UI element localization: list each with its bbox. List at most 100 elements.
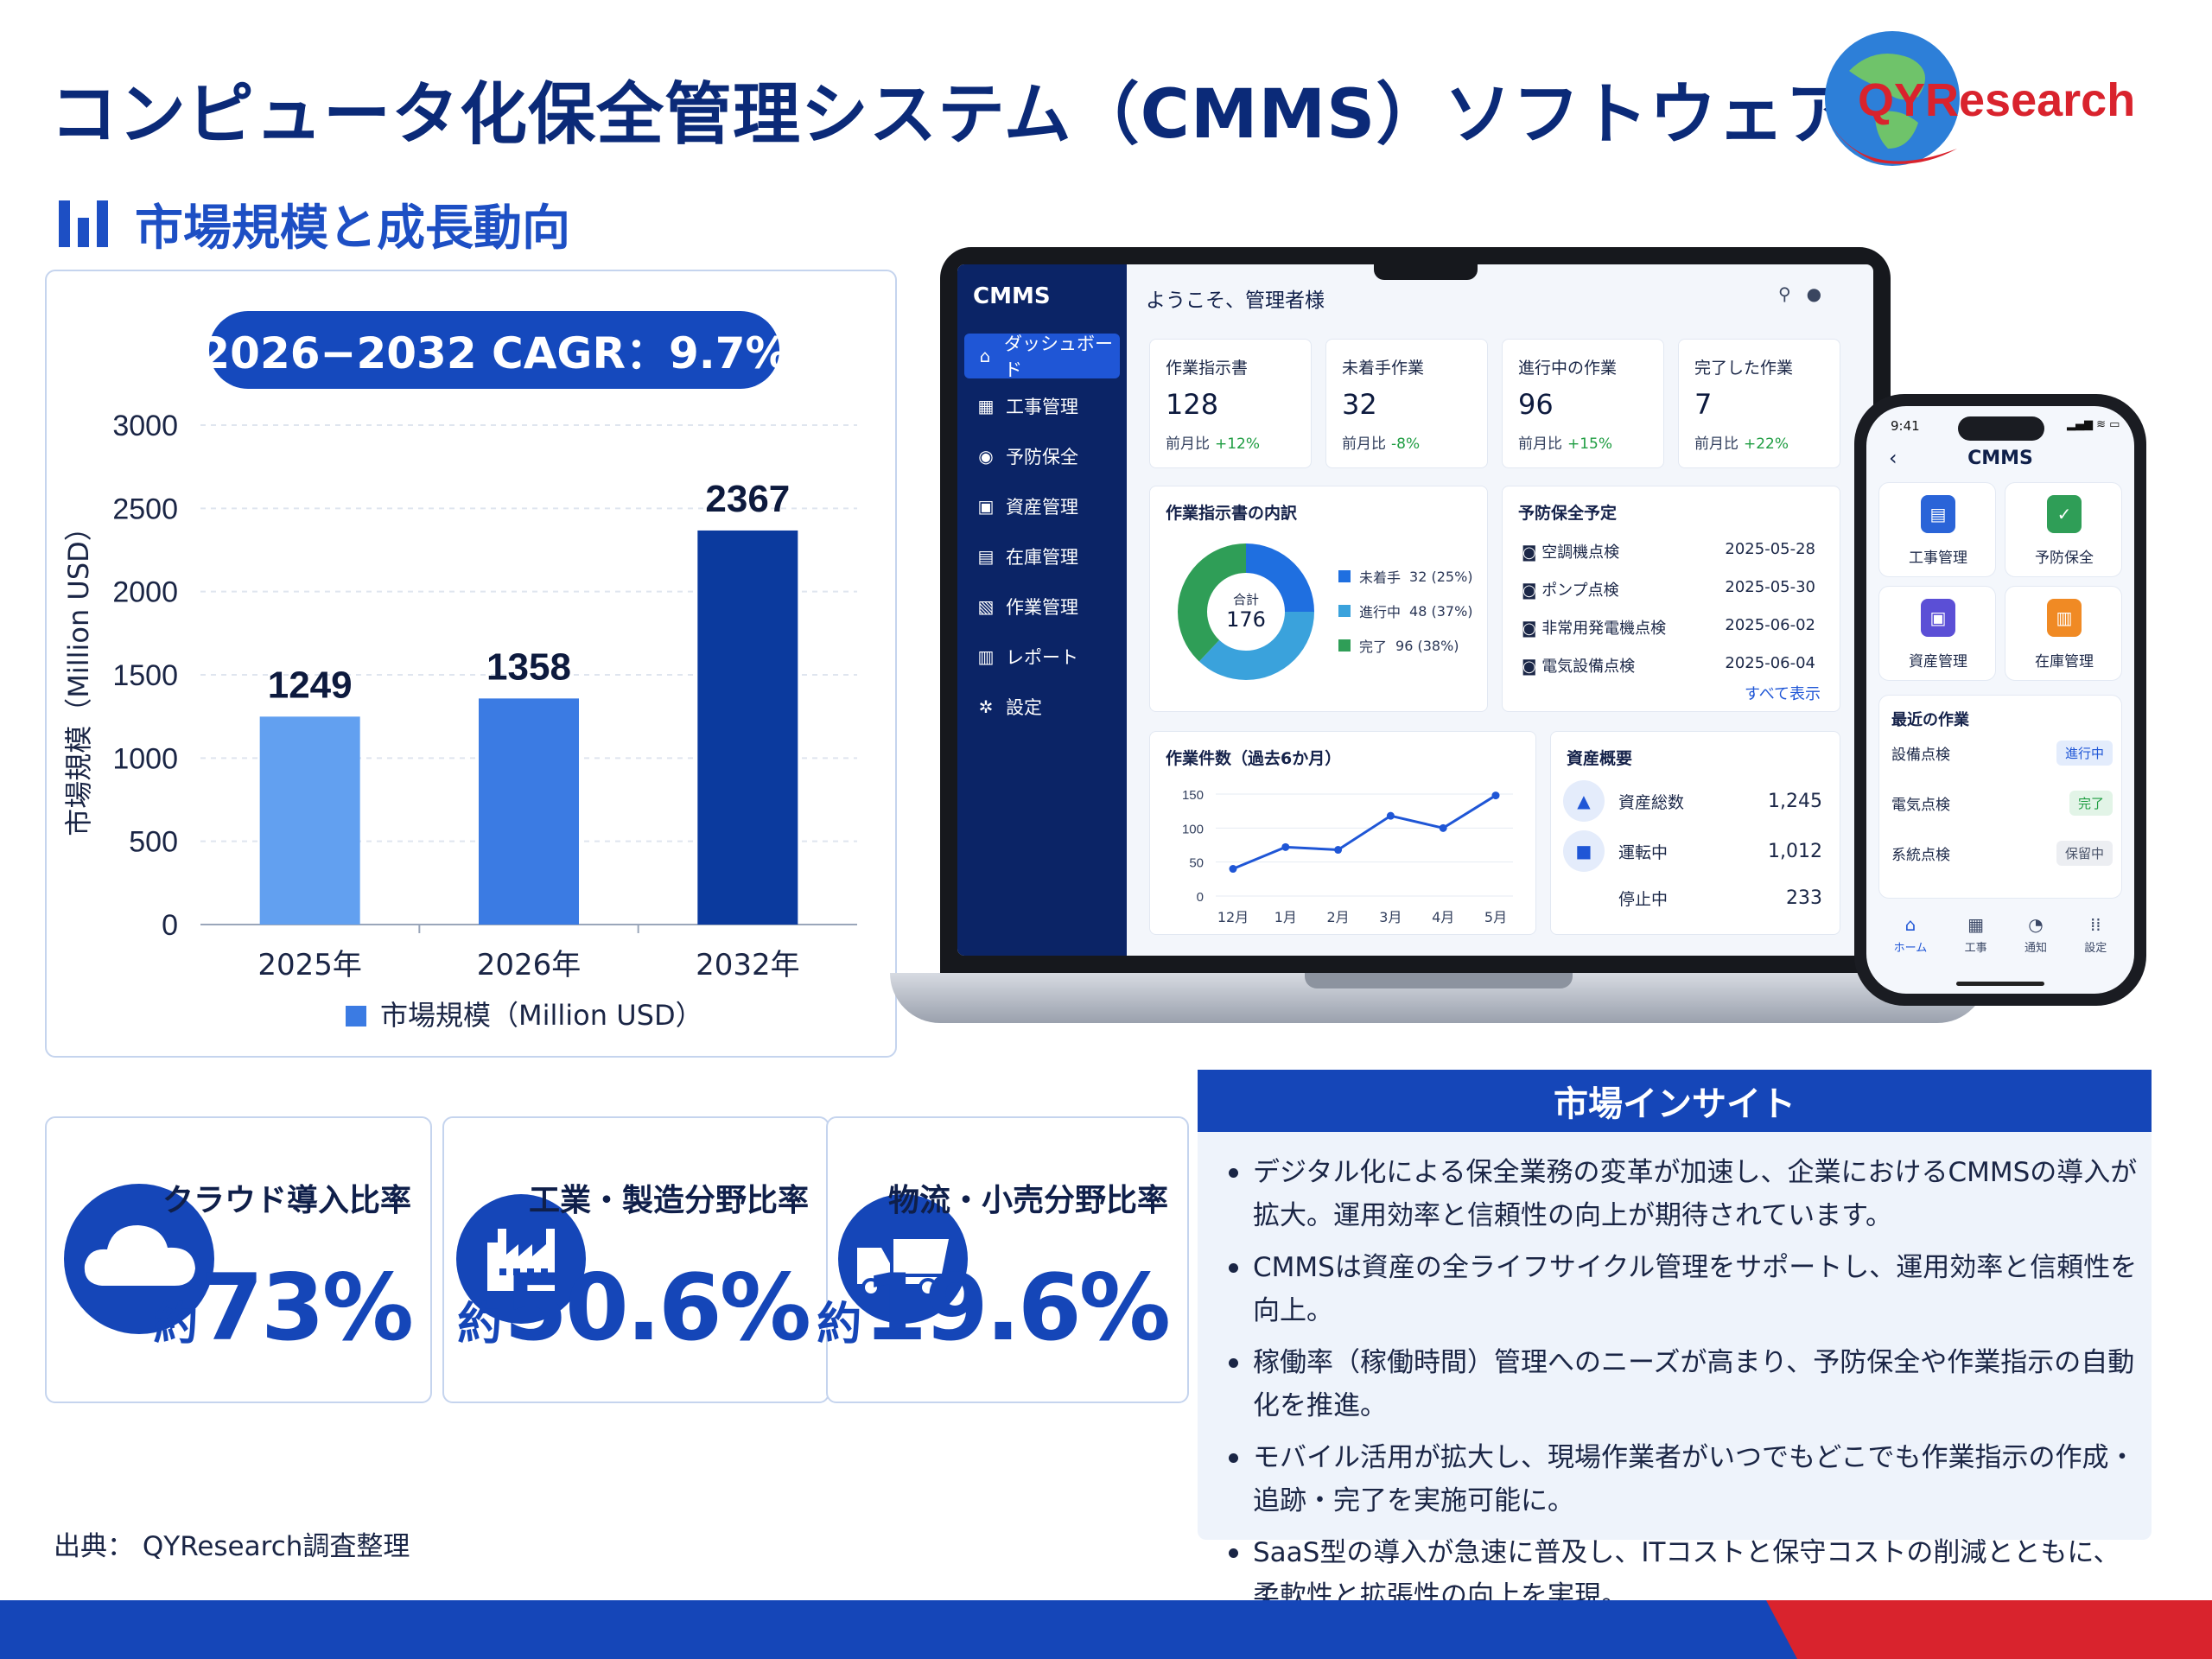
tab-home[interactable]: ⌂ ホーム: [1893, 914, 1928, 955]
y-axis-label: 市場規模（Million USD）: [62, 513, 95, 836]
insight-item: モバイル活用が拡大し、現場作業者がいつでもどこでも作業指示の作成・追跡・完了を実…: [1225, 1436, 2141, 1522]
tile-construction[interactable]: ▤ 工事管理: [1878, 482, 1996, 577]
insights-panel: [1198, 1070, 2152, 1540]
factory-icon: [456, 1194, 586, 1324]
clipboard-gear-icon: ▤: [1921, 495, 1955, 533]
x-tick-label: 2032年: [696, 948, 800, 982]
home-indicator: [1956, 982, 2044, 986]
sidebar: CMMS ⌂ ダッシュボード ▦ 工事管理 ◉ 予防保全 ▣ 資産管理 ▤ 在庫管理 ▧ 作…: [957, 264, 1127, 956]
building-icon: ▤: [977, 546, 995, 567]
page-title: コンピュータ化保全管理システム（CMMS）ソフトウェア: [50, 76, 1854, 154]
top-icons: ⚲ ●: [1778, 283, 1821, 304]
tile-inventory[interactable]: ▥ 在庫管理: [2005, 586, 2122, 681]
tile-assets[interactable]: ▣ 資産管理: [1878, 586, 1996, 681]
dynamic-island: [1958, 416, 2044, 441]
insights-list: デジタル化による保全業務の変革が加速し、企業におけるCMMSの導入が拡大。運用効…: [1225, 1151, 2141, 1626]
insight-item: CMMSは資産の全ライフサイクル管理をサポートし、運用効率と信頼性を向上。: [1225, 1246, 2141, 1332]
search-icon[interactable]: ⚲: [1778, 283, 1791, 304]
data-label: 1358: [486, 645, 571, 688]
tile-preventive[interactable]: ✓ 予防保全: [2005, 482, 2122, 577]
phone-tab-bar: ⌂ ホーム ▦ 工事 ◔ 通知 ⁞⁞ 設定: [1866, 914, 2134, 983]
sidebar-item-preventive[interactable]: ◉ 予防保全: [964, 434, 1120, 479]
truck-icon: ■: [1563, 830, 1605, 872]
recent-row[interactable]: 電気点検 完了: [1891, 791, 2113, 816]
kpi-card-completed[interactable]: 完了した作業 7 前月比 +22%: [1678, 339, 1840, 468]
y-tick-label: 50: [1189, 856, 1204, 871]
show-all-link[interactable]: すべて表示: [1744, 685, 1821, 703]
sidebar-item-work[interactable]: ▧ 作業管理: [977, 596, 1078, 618]
market-size-bar-chart: 0 500 1000 1500 2000 2500 3000 1249 2025年 1358 202…: [62, 410, 857, 1032]
stat-card-logistics: 物流・小売分野比率 約 19.6%: [817, 1116, 1189, 1403]
pm-row[interactable]: ◙ 電気設備点検 2025-06-04: [1522, 654, 1815, 676]
data-label: 2367: [705, 478, 790, 520]
y-tick-label: 2500: [112, 493, 178, 525]
recent-row[interactable]: 設備点検 進行中: [1891, 741, 2113, 766]
insight-item: 稼働率（稼働時間）管理へのニーズが高まり、予防保全や作業指示の自動化を推進。: [1225, 1341, 2141, 1427]
x-tick-label: 2026年: [477, 948, 582, 982]
back-arrow-icon[interactable]: ‹: [1889, 446, 1897, 470]
sidebar-item-reports[interactable]: ▥ レポート: [977, 646, 1078, 668]
bar-chart-icon: [59, 200, 109, 247]
sidebar-item-assets[interactable]: ▣ 資産管理: [977, 496, 1078, 518]
asset-overview-panel: 資産概要 ▲ 資産総数 1,245 ■ 運転中 1,012 停止中 233: [1550, 731, 1840, 935]
y-tick-label: 1500: [112, 659, 178, 692]
shield-icon: ◉: [978, 446, 994, 467]
tab-construction[interactable]: ▦ 工事: [1964, 914, 1987, 955]
x-tick-label: 1月: [1274, 909, 1297, 925]
donut-slice: [1178, 543, 1314, 680]
recent-work-panel: 最近の作業 設備点検 進行中 電気点検 完了 系統点検 保留中: [1878, 695, 2122, 899]
section-title-text: 市場規模と成長動向: [135, 200, 570, 257]
kpi-card-work-orders[interactable]: 作業指示書 128 前月比 +12%: [1149, 339, 1312, 468]
legend-in-progress: 進行中 48 (37%): [1338, 601, 1473, 621]
pm-row[interactable]: ◙ 非常用発電機点検 2025-06-02: [1522, 616, 1815, 638]
sidebar-item-construction[interactable]: ▦ 工事管理: [977, 396, 1078, 417]
truck-icon: [838, 1194, 968, 1324]
sidebar-item-inventory[interactable]: ▤ 在庫管理: [977, 546, 1078, 568]
phone-app-title: CMMS: [1967, 448, 2033, 469]
sidebar-item-dashboard[interactable]: ⌂ ダッシュボード: [964, 334, 1120, 380]
report-icon: ▥: [977, 646, 995, 667]
tab-notifications[interactable]: ◔ 通知: [2024, 914, 2047, 955]
pm-schedule-panel: 予防保全予定 ◙ 空調機点検 2025-05-28 ◙ ポンプ点検 2025-05-…: [1502, 486, 1840, 712]
data-point: [1491, 791, 1500, 800]
recent-row[interactable]: 系統点検 保留中: [1891, 841, 2113, 866]
kpi-card-in-progress[interactable]: 進行中の作業 96 前月比 +15%: [1502, 339, 1664, 468]
legend-not-started: 未着手 32 (25%): [1338, 566, 1473, 587]
asset-row-stopped: 停止中 233: [1618, 887, 1822, 909]
x-tick-label: 2月: [1327, 909, 1350, 925]
tab-settings[interactable]: ⁞⁞ 設定: [2084, 914, 2107, 955]
grid-icon: ⁞⁞: [2089, 914, 2101, 935]
data-point: [1386, 811, 1395, 820]
app-title: CMMS: [973, 283, 1051, 309]
series-line: [1232, 794, 1497, 870]
work-count-panel: 作業件数（過去6か月） 150 100 50 0 12月 1月 2月 3月 4月 5月: [1149, 731, 1536, 935]
insights-title: 市場インサイト: [1198, 1070, 2152, 1132]
footer-band-red: [1766, 1600, 2212, 1659]
logo-text: QYResearch: [1858, 74, 2135, 126]
section-title: 市場規模と成長動向: [59, 194, 570, 257]
data-label: 1249: [268, 664, 353, 706]
laptop-camera-notch: [1374, 257, 1478, 280]
bell-icon: ◔: [2028, 914, 2044, 935]
data-point: [1334, 846, 1343, 855]
kpi-card-not-started[interactable]: 未着手作業 32 前月比 -8%: [1325, 339, 1488, 468]
clipboard-icon: ▧: [977, 596, 995, 617]
calendar-icon: ▦: [1967, 914, 1985, 935]
gear-icon: ✲: [978, 696, 994, 717]
work-count-line-chart: 150 100 50 0 12月 1月 2月 3月 4月 5月: [1182, 788, 1513, 925]
laptop-hinge: [1305, 973, 1573, 988]
sidebar-item-settings[interactable]: ✲ 設定: [964, 684, 1120, 729]
pm-row[interactable]: ◙ 空調機点検 2025-05-28: [1522, 540, 1815, 562]
legend-label: 市場規模（Million USD）: [380, 999, 703, 1032]
toolbox-icon: ▣: [1921, 599, 1955, 637]
qyresearch-logo: QYResearch: [1825, 31, 2135, 166]
data-point: [1439, 823, 1447, 832]
home-icon: ⌂: [1904, 914, 1916, 935]
status-badge: 保留中: [2056, 841, 2113, 866]
donut-center-value: 176: [1226, 607, 1266, 632]
user-icon[interactable]: ●: [1806, 283, 1822, 304]
x-tick-label: 12月: [1217, 909, 1249, 925]
pm-row[interactable]: ◙ ポンプ点検 2025-05-30: [1522, 578, 1815, 600]
cloud-icon: [64, 1184, 214, 1334]
inventory-icon: ▥: [2047, 599, 2082, 637]
